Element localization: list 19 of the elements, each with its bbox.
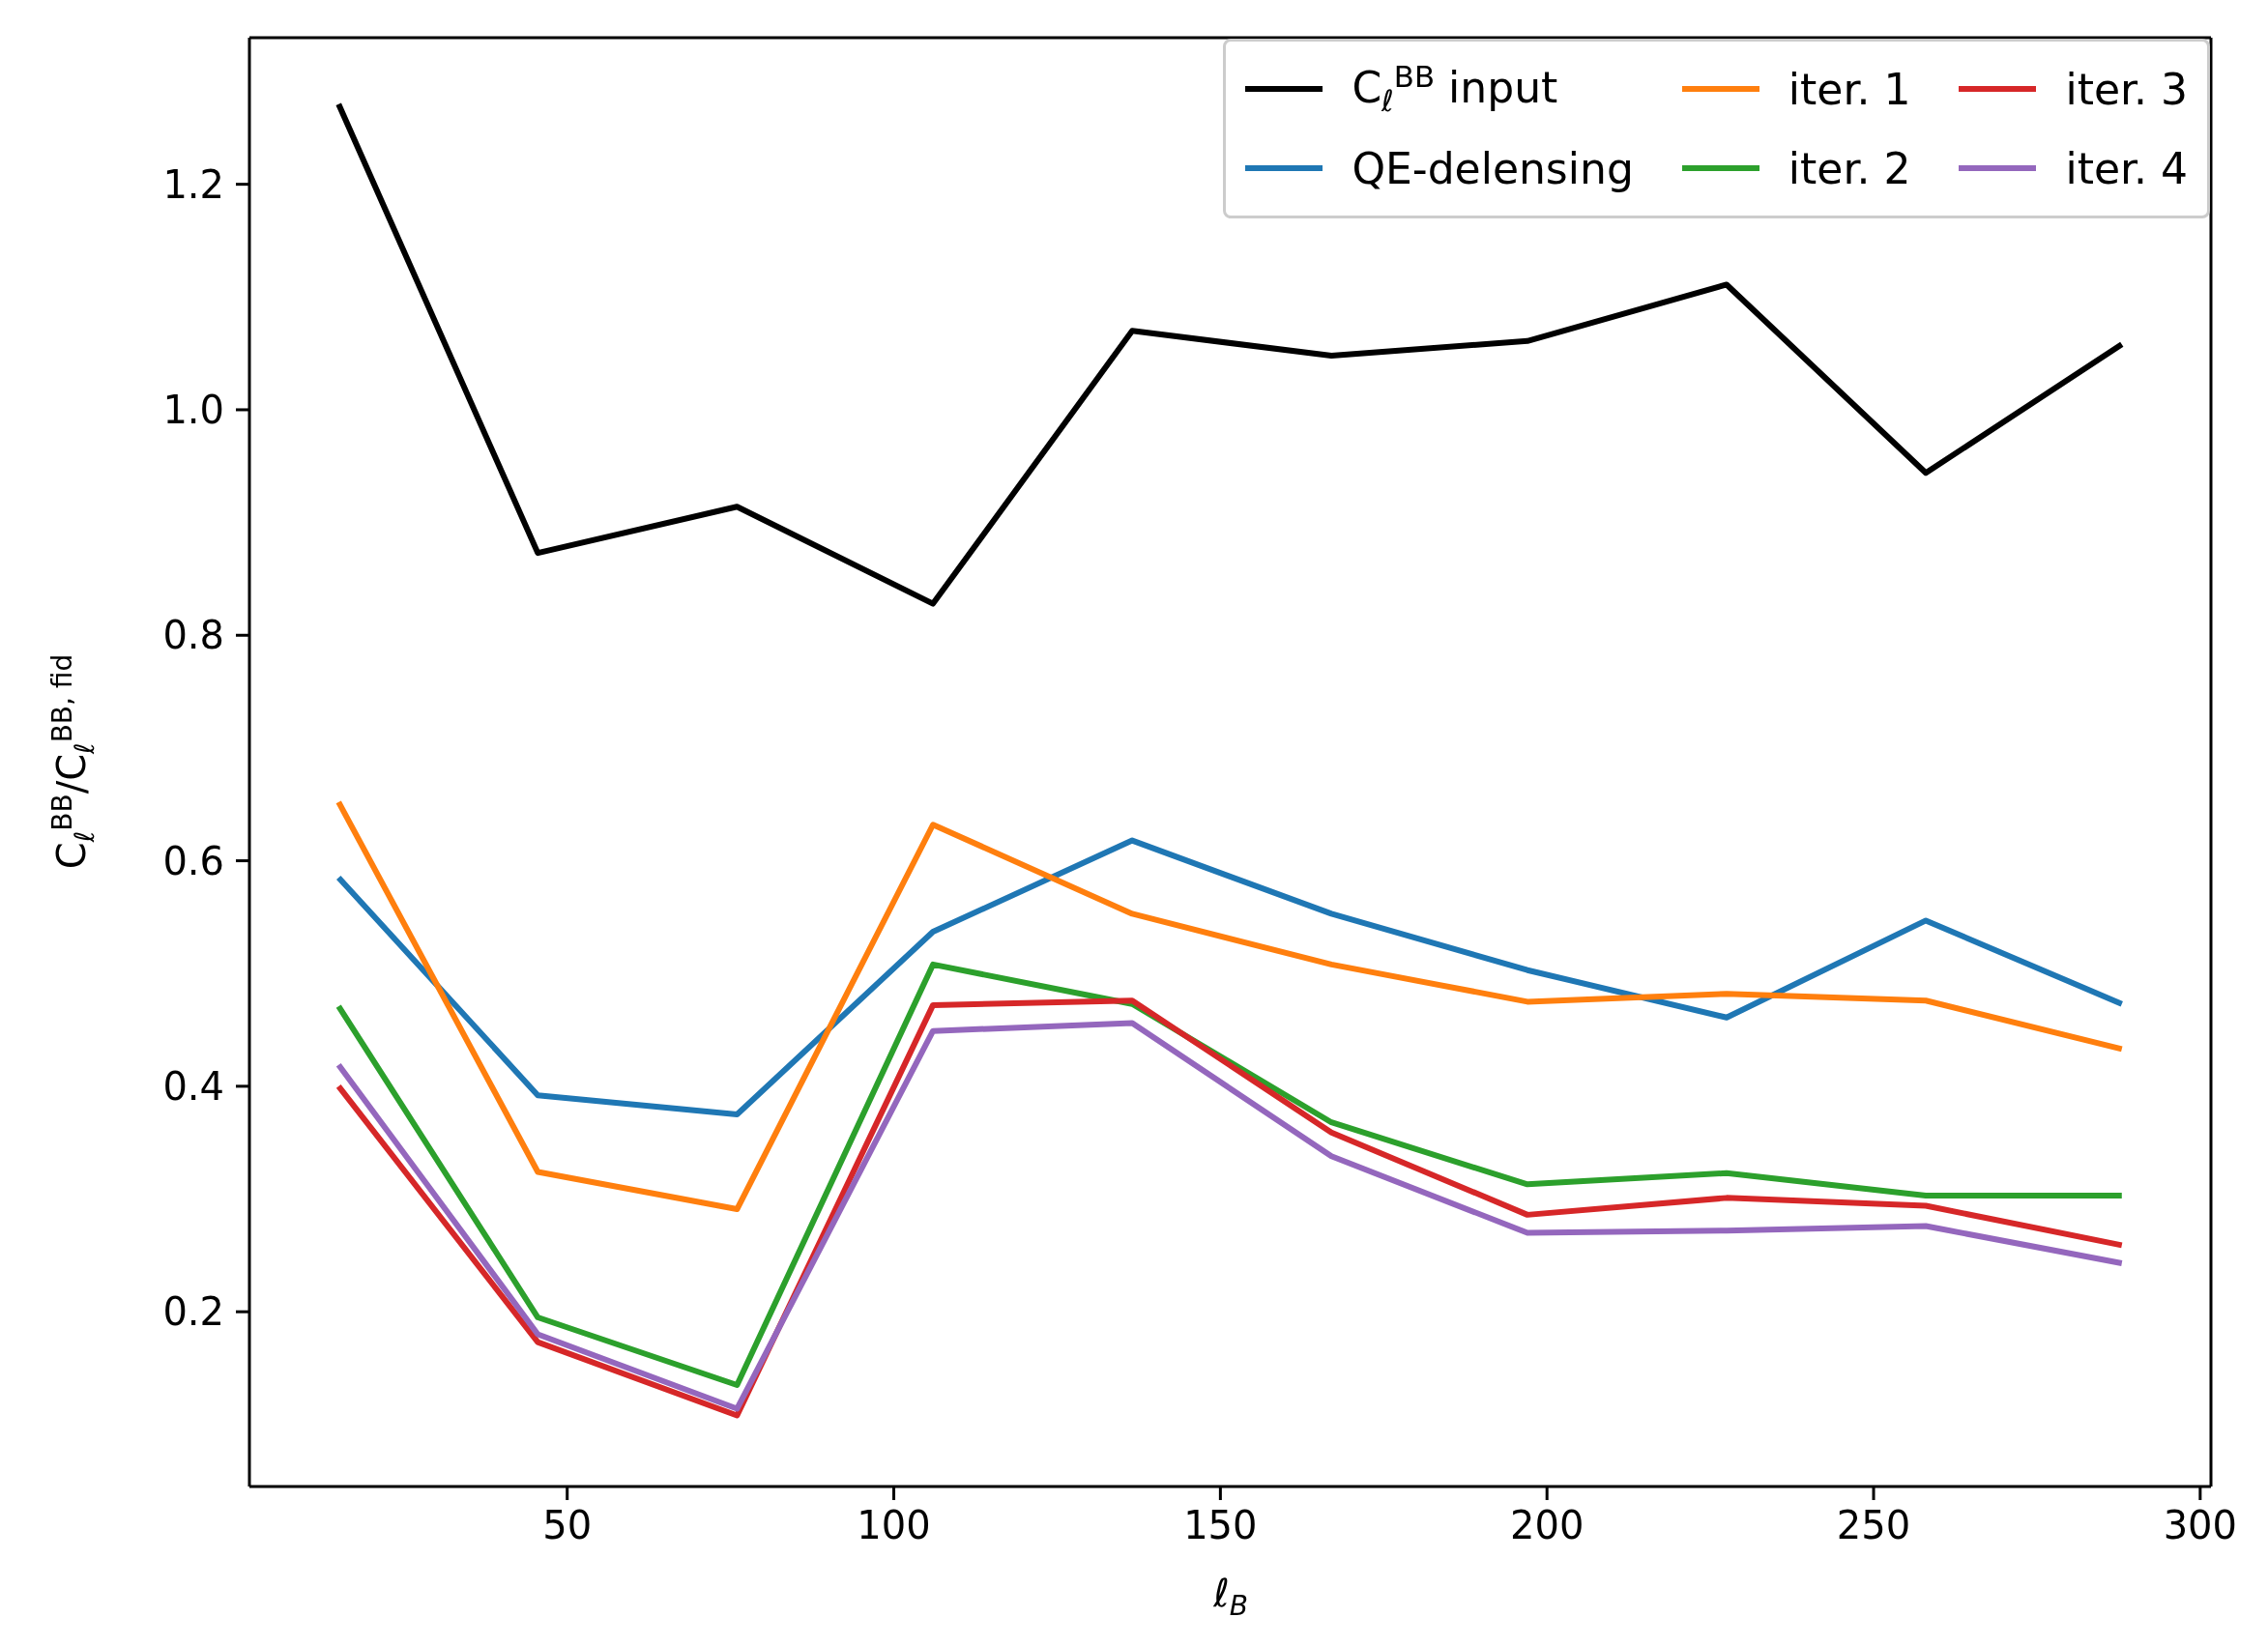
y-tick-label: 0.2 — [162, 1289, 224, 1335]
y-tick-label: 1.2 — [162, 161, 224, 207]
x-tick-label: 200 — [1510, 1503, 1585, 1548]
x-tick-label: 300 — [2163, 1503, 2238, 1548]
y-tick-label: 0.6 — [162, 838, 224, 883]
legend-label: iter. 3 — [2065, 64, 2188, 114]
x-tick-label: 150 — [1183, 1503, 1258, 1548]
x-tick-label: 250 — [1836, 1503, 1911, 1548]
legend-label: QE-delensing — [1352, 143, 1634, 193]
y-tick-label: 1.0 — [162, 388, 224, 433]
x-tick-label: 50 — [542, 1503, 593, 1548]
legend-label: C$_{ℓ}$$^{BB}$ input — [1352, 59, 1558, 119]
x-tick-label: 100 — [857, 1503, 931, 1548]
x-axis-title: ℓ$_{B}$ — [1213, 1571, 1248, 1622]
y-tick-label: 0.4 — [162, 1064, 224, 1110]
y-tick-label: 0.8 — [162, 613, 224, 658]
legend-label: iter. 1 — [1788, 64, 1911, 114]
legend-label: iter. 4 — [2065, 143, 2188, 193]
legend-label: iter. 2 — [1788, 143, 1911, 193]
